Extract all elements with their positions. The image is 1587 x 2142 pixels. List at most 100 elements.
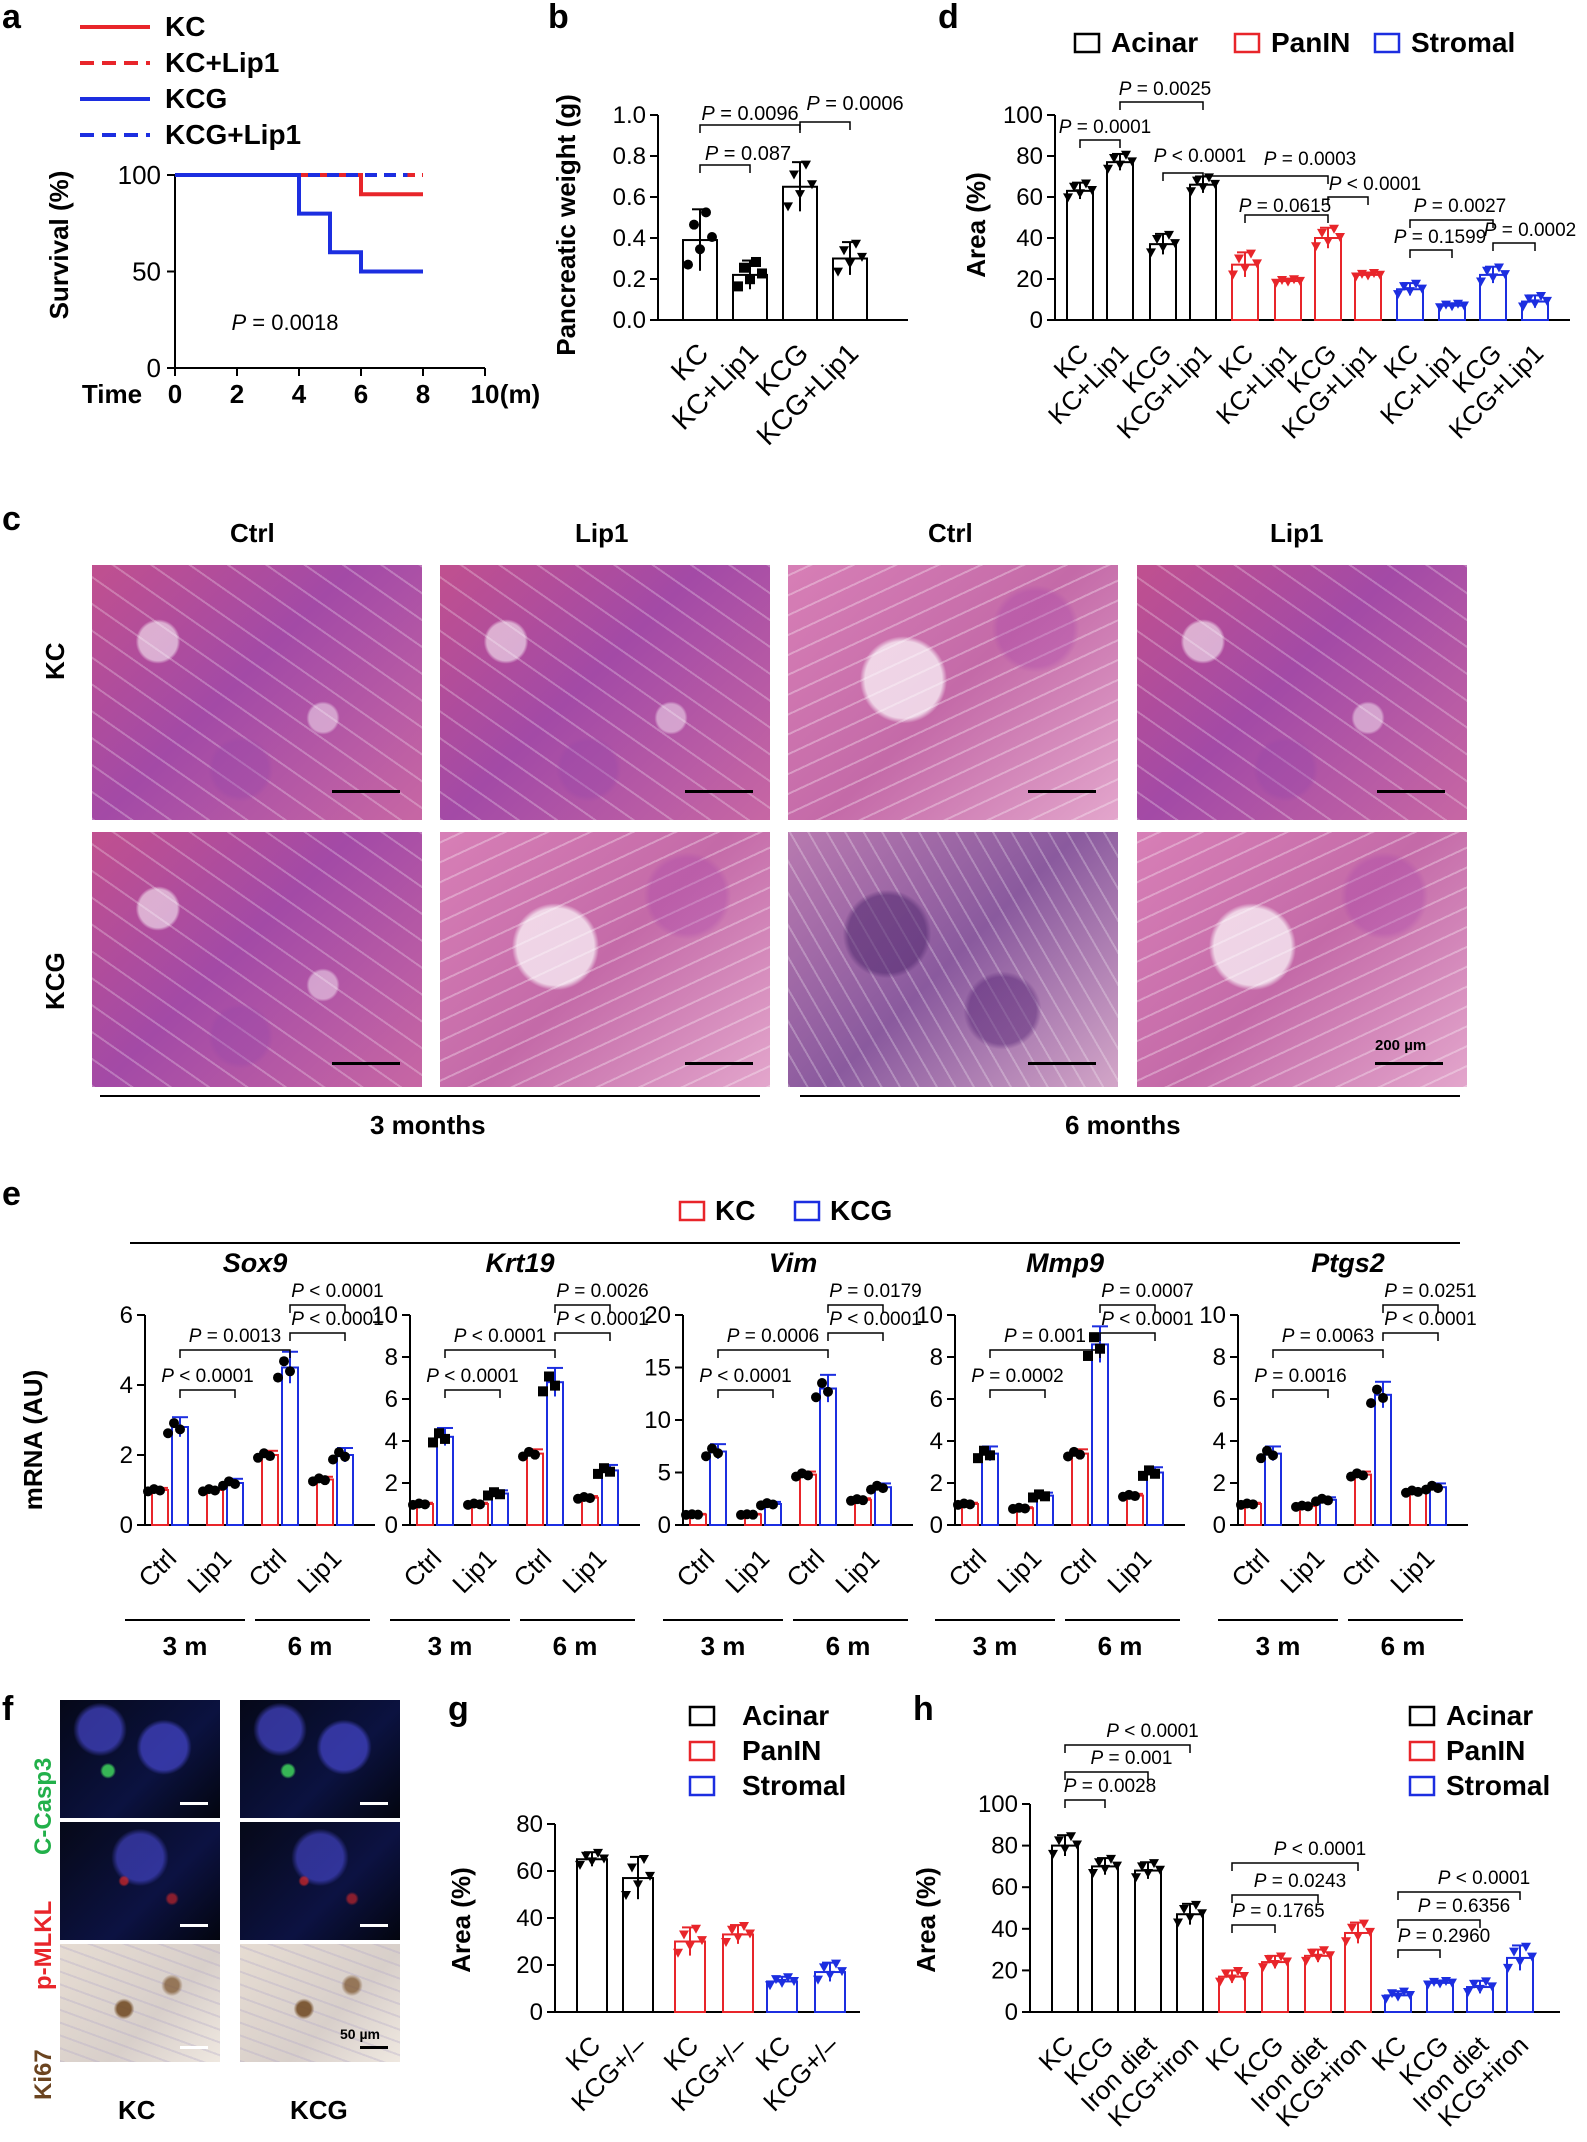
g-point (627, 1863, 637, 1873)
h-point (1215, 1977, 1225, 1987)
a-p-value: P = 0.0018 (231, 310, 338, 335)
h-p-value: P < 0.0001 (1106, 1721, 1198, 1742)
y-tick-label: 60 (1016, 184, 1043, 211)
e-group-label: Lip1 (446, 1543, 502, 1599)
d-point (1283, 277, 1293, 287)
d-point (1081, 179, 1091, 189)
e-bar-kcg (709, 1450, 727, 1526)
e-group-label: Lip1 (1274, 1543, 1330, 1599)
y-tick-label: 100 (1003, 102, 1043, 129)
d-point (1146, 248, 1156, 258)
h-point (1463, 1988, 1473, 1998)
h-point (1282, 1957, 1292, 1967)
h-point (1179, 1905, 1189, 1915)
f-col-label-kc: KC (118, 2095, 156, 2125)
h-point (1387, 1989, 1397, 1999)
g-point (819, 1963, 829, 1973)
panel-letter-g: g (448, 1690, 469, 1728)
a-x-tick-label: 4 (292, 379, 307, 409)
e-point (1130, 1491, 1140, 1502)
e-point (1268, 1450, 1278, 1461)
e-p-value: P < 0.0001 (1384, 1309, 1476, 1330)
d-point (1476, 277, 1486, 287)
b-bracket (699, 124, 801, 133)
h-point (1481, 1977, 1491, 1987)
b-point (689, 219, 699, 230)
b-point (801, 160, 811, 170)
h-bracket (1231, 1924, 1276, 1933)
e-point (1028, 1492, 1038, 1503)
h-point (1094, 1858, 1104, 1868)
b-point (739, 262, 749, 273)
d-point (1323, 237, 1333, 247)
e-point (768, 1499, 778, 1510)
e-axes-Mmp9: 0 2 4 6 8 10 (916, 1302, 1185, 1539)
h-point (1233, 1967, 1243, 1977)
g-point (831, 1959, 841, 1969)
g-point (575, 1860, 585, 1870)
col-label-2: Lip1 (575, 518, 629, 548)
d-point (1536, 292, 1546, 302)
h-point (1307, 1948, 1317, 1958)
y-tick-label: 20 (1016, 266, 1043, 293)
image-kc-ki67 (60, 1944, 220, 2062)
e-p-value: P < 0.0001 (454, 1326, 546, 1347)
e-p-value: P < 0.0001 (291, 1281, 383, 1302)
g-point (679, 1930, 689, 1940)
e-point (544, 1371, 554, 1382)
b-point (807, 180, 817, 190)
h-point (1131, 1873, 1141, 1883)
e-bar-kcg (601, 1469, 619, 1527)
e-bracket (289, 1332, 346, 1341)
h-point (1048, 1849, 1058, 1859)
d-bracket (1119, 101, 1204, 110)
e-time-label: 3 m (973, 1631, 1018, 1661)
h-legend-label: Acinar (1446, 1700, 1533, 1731)
g-point (789, 1976, 799, 1986)
y-tick-label: 6 (385, 1386, 398, 1413)
h-point (1106, 1854, 1116, 1864)
d-point (1363, 271, 1373, 281)
y-tick-label: 80 (516, 1811, 543, 1838)
e-p-value: P < 0.0001 (161, 1366, 253, 1387)
e-point (1144, 1465, 1154, 1476)
d-point (1405, 287, 1415, 297)
h-axes: 0 20 40 60 80 100 (978, 1791, 1560, 2026)
h-bracket (1397, 1891, 1521, 1900)
e-bar-kc (261, 1454, 279, 1526)
b-point (695, 244, 705, 255)
y-tick-label: 2 (385, 1470, 398, 1497)
h-point (1173, 1918, 1183, 1928)
y-tick-label: 2 (120, 1442, 133, 1469)
d-point (1317, 228, 1327, 238)
e-bar-kcg (336, 1454, 354, 1526)
h-point (1353, 1932, 1363, 1942)
micrograph-kc-6m-ctrl (788, 565, 1118, 820)
h-point (1258, 1963, 1268, 1973)
e-p-value: P = 0.0016 (1254, 1366, 1346, 1387)
g-point (739, 1921, 749, 1931)
y-tick-label: 4 (385, 1428, 398, 1455)
e-point (1040, 1491, 1050, 1502)
e-point (279, 1356, 289, 1367)
e-bracket (179, 1389, 236, 1398)
e-time-label: 6 m (826, 1631, 871, 1661)
e-gene-title: Mmp9 (1026, 1248, 1104, 1278)
e-gene-title: Ptgs2 (1311, 1248, 1385, 1278)
d-point (1246, 249, 1256, 259)
h-ylabel: Area (%) (911, 1867, 941, 1972)
g-legend-swatch (688, 1705, 716, 1727)
h-bracket (1397, 1949, 1441, 1958)
d-p-value: P = 0.0025 (1119, 79, 1211, 100)
e-point (440, 1433, 450, 1444)
a-y-tick-label: 0 (147, 353, 161, 383)
e-legend-swatch (793, 1200, 821, 1222)
e-point (605, 1466, 615, 1477)
e-point (979, 1445, 989, 1456)
h-bracket (1064, 1744, 1191, 1753)
e-group-label: Lip1 (1101, 1543, 1157, 1599)
y-tick-label: 20 (644, 1302, 671, 1329)
e-point (1366, 1398, 1376, 1409)
d-p-value: P < 0.0001 (1329, 174, 1421, 195)
d-axes: 0 20 40 60 80 100 (1003, 102, 1570, 334)
